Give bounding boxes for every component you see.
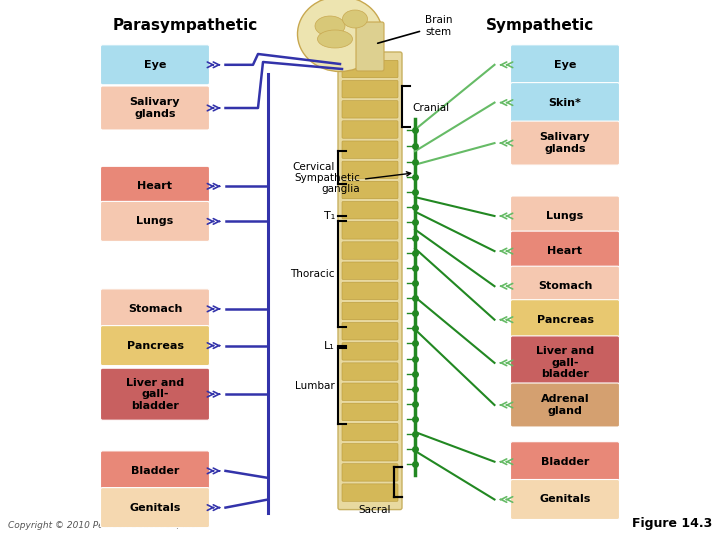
FancyBboxPatch shape: [342, 141, 398, 158]
FancyBboxPatch shape: [342, 262, 398, 279]
Text: Lungs: Lungs: [136, 217, 174, 226]
FancyBboxPatch shape: [101, 289, 210, 329]
FancyBboxPatch shape: [342, 181, 398, 199]
FancyBboxPatch shape: [342, 282, 398, 300]
Ellipse shape: [318, 30, 353, 48]
FancyBboxPatch shape: [342, 443, 398, 461]
Text: Heart: Heart: [547, 246, 582, 256]
Text: Pancreas: Pancreas: [127, 341, 184, 350]
FancyBboxPatch shape: [101, 166, 210, 206]
FancyBboxPatch shape: [101, 86, 210, 130]
Text: Genitals: Genitals: [539, 495, 590, 504]
Text: T₁: T₁: [324, 211, 335, 221]
FancyBboxPatch shape: [342, 121, 398, 138]
Text: Parasympathetic: Parasympathetic: [112, 18, 258, 33]
FancyBboxPatch shape: [342, 423, 398, 441]
FancyBboxPatch shape: [510, 480, 619, 519]
FancyBboxPatch shape: [342, 60, 398, 78]
Text: L₁: L₁: [324, 341, 335, 350]
Text: Eye: Eye: [554, 60, 576, 70]
Text: Lungs: Lungs: [546, 211, 584, 221]
FancyBboxPatch shape: [101, 201, 210, 241]
Text: Pancreas: Pancreas: [536, 315, 593, 325]
FancyBboxPatch shape: [342, 464, 398, 481]
Ellipse shape: [315, 16, 345, 36]
Text: Sympathetic: Sympathetic: [486, 18, 594, 33]
FancyBboxPatch shape: [510, 266, 619, 306]
FancyBboxPatch shape: [510, 231, 619, 271]
FancyBboxPatch shape: [101, 45, 210, 85]
Text: Thoracic: Thoracic: [290, 269, 335, 279]
FancyBboxPatch shape: [510, 336, 619, 390]
FancyBboxPatch shape: [342, 161, 398, 179]
FancyBboxPatch shape: [338, 52, 402, 510]
Text: Genitals: Genitals: [130, 503, 181, 512]
FancyBboxPatch shape: [342, 201, 398, 219]
FancyBboxPatch shape: [510, 196, 619, 236]
FancyBboxPatch shape: [342, 242, 398, 259]
Text: Cranial: Cranial: [412, 103, 449, 113]
FancyBboxPatch shape: [101, 488, 210, 528]
FancyBboxPatch shape: [101, 326, 210, 366]
Text: Bladder: Bladder: [131, 466, 179, 476]
Text: Copyright © 2010 Pearson Education, Inc.: Copyright © 2010 Pearson Education, Inc.: [8, 521, 199, 530]
FancyBboxPatch shape: [101, 368, 210, 420]
FancyBboxPatch shape: [342, 100, 398, 118]
FancyBboxPatch shape: [342, 221, 398, 239]
Text: Sympathetic
ganglia: Sympathetic ganglia: [294, 172, 410, 194]
Text: Eye: Eye: [144, 60, 166, 70]
FancyBboxPatch shape: [342, 343, 398, 360]
Text: Liver and
gall-
bladder: Liver and gall- bladder: [536, 346, 594, 380]
Text: Stomach: Stomach: [538, 281, 592, 291]
FancyBboxPatch shape: [356, 22, 384, 71]
Text: Liver and
gall-
bladder: Liver and gall- bladder: [126, 377, 184, 411]
FancyBboxPatch shape: [342, 383, 398, 401]
FancyBboxPatch shape: [510, 300, 619, 340]
FancyBboxPatch shape: [510, 83, 619, 123]
FancyBboxPatch shape: [342, 484, 398, 501]
Ellipse shape: [343, 10, 367, 28]
FancyBboxPatch shape: [101, 451, 210, 491]
FancyBboxPatch shape: [510, 45, 619, 85]
FancyBboxPatch shape: [342, 302, 398, 320]
Text: Sacral: Sacral: [359, 505, 391, 515]
FancyBboxPatch shape: [342, 403, 398, 421]
FancyBboxPatch shape: [342, 80, 398, 98]
Text: Lumbar: Lumbar: [295, 381, 335, 391]
Text: Stomach: Stomach: [128, 304, 182, 314]
Text: Cervical: Cervical: [292, 163, 335, 172]
FancyBboxPatch shape: [510, 121, 619, 165]
FancyBboxPatch shape: [510, 383, 619, 427]
Text: Salivary
glands: Salivary glands: [130, 97, 180, 119]
FancyBboxPatch shape: [510, 442, 619, 482]
Text: Adrenal
gland: Adrenal gland: [541, 394, 589, 416]
Text: Heart: Heart: [138, 181, 173, 191]
Text: Skin*: Skin*: [549, 98, 582, 107]
FancyBboxPatch shape: [342, 322, 398, 340]
Text: Bladder: Bladder: [541, 457, 589, 467]
Ellipse shape: [297, 0, 382, 71]
Text: Salivary
glands: Salivary glands: [540, 132, 590, 154]
Text: Brain
stem: Brain stem: [378, 15, 452, 43]
Text: Figure 14.3: Figure 14.3: [631, 517, 712, 530]
FancyBboxPatch shape: [342, 363, 398, 380]
